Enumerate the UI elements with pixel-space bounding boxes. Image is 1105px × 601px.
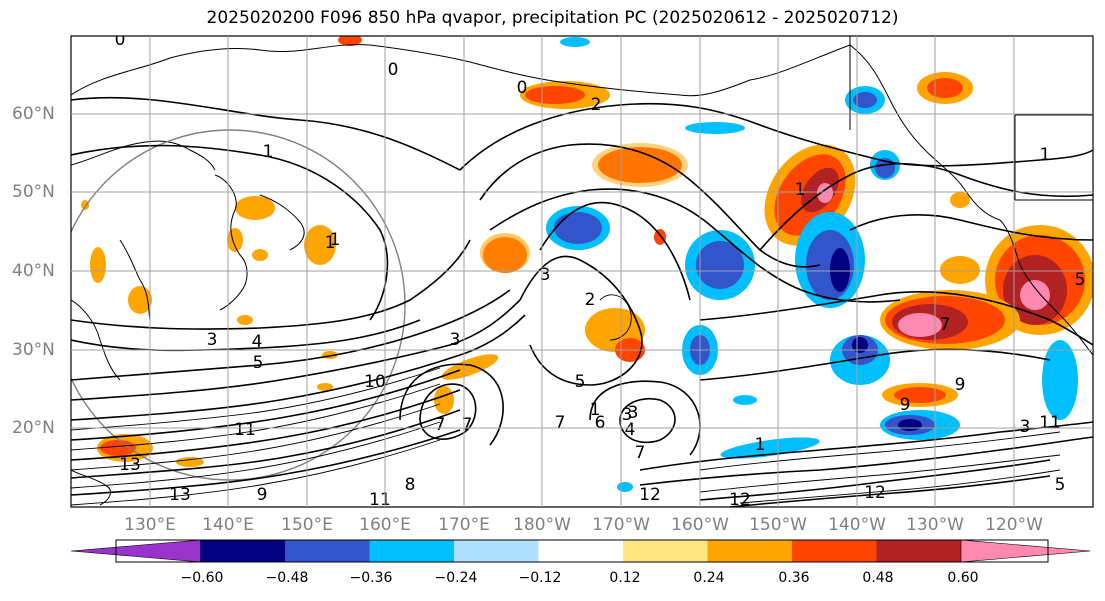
colorbar-tick-m036: −0.36	[349, 570, 393, 586]
coastlines	[71, 44, 1093, 506]
colorbar-segments	[70, 539, 1091, 563]
contour-label: 1	[590, 400, 601, 420]
contour-label: 2	[585, 290, 596, 310]
lon-label-120w: 120°W	[985, 515, 1043, 535]
contour-label: 1	[1040, 145, 1051, 165]
contour-label: 1	[330, 230, 341, 250]
contour-label: 1	[755, 435, 766, 455]
contour-label: 1	[263, 142, 274, 162]
colorbar-tick-012: 0.12	[609, 570, 641, 586]
contour-label: 1	[325, 233, 336, 253]
contour-label: 5	[1055, 475, 1066, 495]
lat-label-50n: 50°N	[12, 182, 55, 202]
contour-label: 3	[622, 405, 633, 425]
contour-label: 4	[252, 332, 263, 352]
colorbar-segment	[792, 540, 877, 562]
colorbar-segment	[285, 540, 370, 562]
colorbar-segment	[538, 540, 624, 562]
reference-circle	[71, 129, 406, 481]
contour-label: 5	[575, 372, 586, 392]
contour-label: 7	[940, 315, 951, 335]
contour-label: 3	[628, 403, 639, 423]
contour-label: 2	[591, 95, 602, 115]
contour-label: 4	[625, 420, 636, 440]
contour-label: 7	[635, 443, 646, 463]
contour-label: 9	[257, 485, 268, 505]
contour-label: 3	[450, 330, 461, 350]
colorbar-segment	[369, 540, 455, 562]
lon-label-150w: 150°W	[749, 515, 807, 535]
contour-label: 5	[253, 353, 264, 373]
lon-label-180w: 180°W	[513, 515, 571, 535]
colorbar-tick-m012: −0.12	[518, 570, 562, 586]
colorbar-tick-m048: −0.48	[265, 570, 309, 586]
colorbar-segment	[200, 540, 286, 562]
lon-label-170e: 170°E	[438, 515, 490, 535]
contour-label: 12	[639, 485, 661, 505]
contour-label: 0	[388, 60, 399, 80]
contour-label: 1	[795, 180, 806, 200]
colorbar-segment	[707, 540, 793, 562]
lon-label-160w: 160°W	[671, 515, 729, 535]
contour-label: 7	[555, 413, 566, 433]
gridlines	[71, 36, 1093, 507]
contour-label: 3	[207, 330, 218, 350]
contour-label: 5	[1075, 270, 1086, 290]
map-title: 2025020200 F096 850 hPa qvapor, precipit…	[206, 8, 899, 28]
colorbar-tick-048: 0.48	[862, 570, 894, 586]
contour-label: 0	[115, 30, 126, 50]
colorbar-tick-036: 0.36	[778, 570, 810, 586]
lon-label-130e: 130°E	[124, 515, 176, 535]
colorbar-tick-060: 0.60	[947, 570, 979, 586]
lat-label-40n: 40°N	[12, 261, 55, 281]
colorbar-extend-low	[70, 539, 201, 563]
colorbar-extend-high	[960, 539, 1091, 563]
contour-label: 13	[119, 455, 141, 475]
contour-label: 9	[955, 375, 966, 395]
colorbar-tick-024: 0.24	[693, 570, 725, 586]
lat-label-20n: 20°N	[12, 418, 55, 438]
lon-label-130w: 130°W	[906, 515, 964, 535]
colorbar-segment	[454, 540, 539, 562]
contour-label: 1	[985, 20, 996, 40]
contour-label: 12	[864, 483, 886, 503]
contour-label: 6	[595, 413, 606, 433]
contour-label: 3	[1020, 417, 1031, 437]
contour-label: 10	[364, 372, 386, 392]
lon-label-160e: 160°E	[359, 515, 411, 535]
contour-label: 0	[517, 78, 528, 98]
colorbar-tick-m024: −0.24	[434, 570, 478, 586]
lon-label-150e: 150°E	[281, 515, 333, 535]
lon-label-170w: 170°W	[592, 515, 650, 535]
colorbar-tick-m060: −0.60	[180, 570, 224, 586]
contour-label: 9	[900, 395, 911, 415]
contour-label: 7	[435, 415, 446, 435]
thin-contours	[71, 294, 1061, 506]
lon-label-140e: 140°E	[202, 515, 254, 535]
contour-label: 7	[462, 415, 473, 435]
contour-label: 8	[405, 475, 416, 495]
contour-label: 12	[729, 490, 751, 510]
lat-label-30n: 30°N	[12, 340, 55, 360]
contour-label: 3	[540, 265, 551, 285]
contour-label: 11	[234, 420, 256, 440]
lon-label-140w: 140°W	[828, 515, 886, 535]
lat-label-60n: 60°N	[12, 104, 55, 124]
colorbar-segment	[876, 540, 962, 562]
contour-label: 13	[169, 485, 191, 505]
colorbar-segment	[623, 540, 708, 562]
